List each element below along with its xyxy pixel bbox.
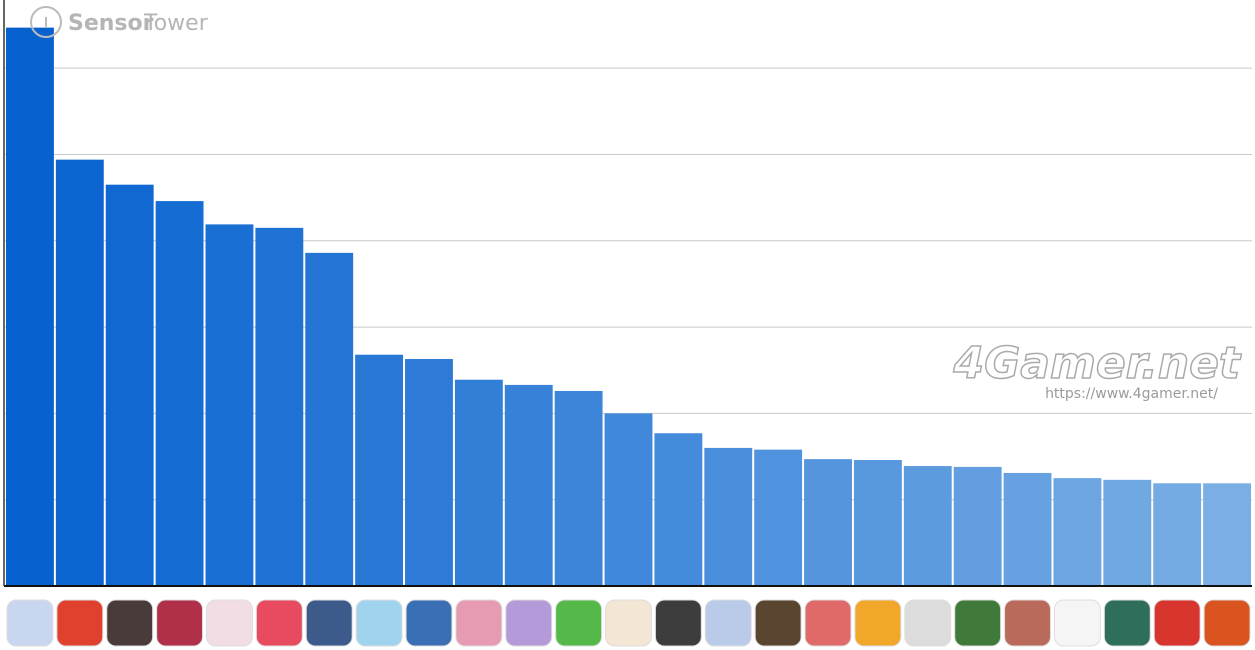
bar [654,433,703,586]
app-icon [854,599,902,647]
watermark-site: 4Gamer.net [953,338,1242,389]
bar [1203,483,1251,586]
bar [704,447,753,586]
app-icon [455,599,503,647]
watermark-url: https://www.4gamer.net/ [1045,386,1218,402]
app-icon [56,599,104,647]
bar [1003,472,1052,586]
app-icon [904,599,952,647]
bar [405,359,453,586]
app-icon [106,599,154,647]
bar [454,379,503,586]
app-icon [555,599,603,647]
logo-icon [30,6,62,38]
bar [853,459,902,586]
bar [1103,479,1152,586]
bar [754,449,803,586]
app-icon [156,599,204,647]
app-icon [704,599,752,647]
app-icon [1103,599,1151,647]
bar [305,252,354,586]
bar [1153,483,1202,586]
logo-text-bold: Sensor [68,11,154,36]
bar [255,227,304,586]
app-icon [255,599,303,647]
bar [205,224,254,587]
app-icon [505,599,553,647]
sensor-tower-logo: Sensor Tower [30,6,209,38]
bar [105,184,154,586]
bar [355,354,404,586]
app-icon [305,599,353,647]
bar [55,159,104,587]
app-icon [754,599,802,647]
app-icon [1203,599,1251,647]
app-icon [954,599,1002,647]
app-icon [1004,599,1051,647]
app-icon [206,599,253,647]
app-icon [1153,599,1201,647]
app-icon [804,599,852,647]
bar [6,27,54,587]
bar [604,413,653,586]
bar [1053,478,1102,586]
app-icon [405,599,453,647]
app-icon [1053,599,1101,647]
bar [953,466,1002,586]
app-icon [605,599,652,647]
bar [504,384,553,586]
bar [903,466,952,586]
app-icon [355,599,403,647]
app-icon [654,599,702,647]
app-icon [6,599,54,647]
bar [804,459,852,586]
bar [155,201,204,586]
logo-text-light: Tower [143,11,209,36]
bar [554,390,603,586]
